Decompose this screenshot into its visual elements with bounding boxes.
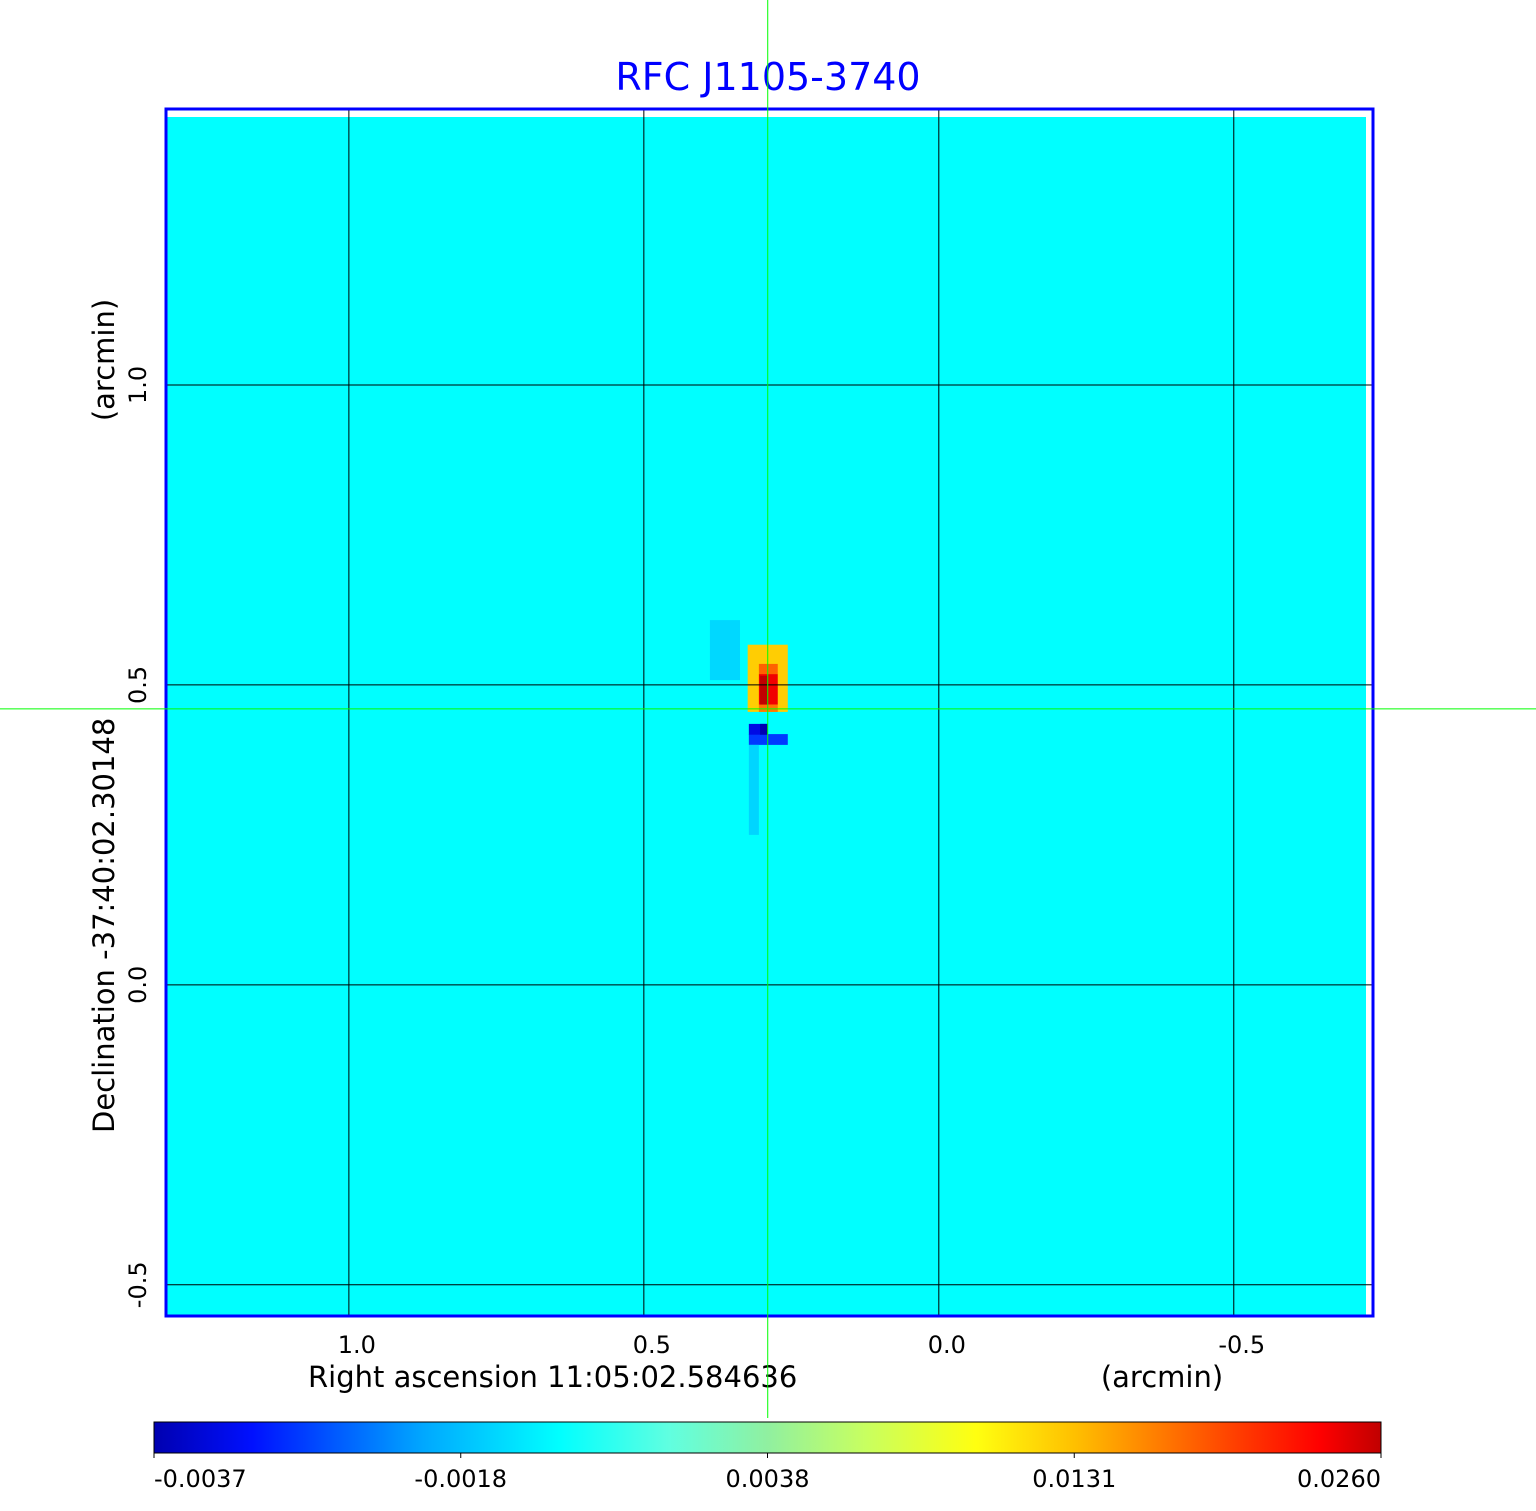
coordinate-grid (166, 109, 1373, 1316)
y-tick-label: 0.5 (124, 666, 152, 704)
source-pixel (748, 723, 768, 735)
colorbar (153, 1421, 1382, 1454)
y-axis-label: Declination -37:40:02.30148 (87, 718, 121, 1133)
y-tick-labels: 1.0 0.5 0.0 -0.5 (124, 366, 152, 1308)
source-pixel (760, 723, 768, 735)
crosshair (0, 0, 1536, 1418)
x-tick-label: 1.0 (338, 1331, 376, 1359)
plot-frame (164, 107, 1375, 1318)
source-pixel (758, 704, 778, 712)
x-tick-labels: 1.0 0.5 0.0 -0.5 (338, 1331, 1265, 1359)
source-pixel (748, 744, 759, 835)
source-features (709, 620, 788, 835)
colorbar-tick-label: 0.0260 (1297, 1465, 1381, 1493)
colorbar-tick-label: 0.0131 (1032, 1465, 1116, 1493)
source-pixel (709, 620, 741, 681)
x-tick-label: 0.0 (928, 1331, 966, 1359)
colorbar-tick-label: 0.0038 (726, 1465, 810, 1493)
colorbar-tick-label: -0.0037 (154, 1465, 247, 1493)
x-axis-label: Right ascension 11:05:02.584636 (308, 1360, 797, 1394)
source-pixel (760, 675, 768, 705)
source-pixel (748, 734, 788, 745)
y-tick-label: 0.0 (124, 966, 152, 1004)
x-axis-unit: (arcmin) (1101, 1360, 1223, 1394)
y-axis-unit: (arcmin) (87, 299, 121, 421)
image-background (167, 117, 1366, 1315)
colorbar-ticks: -0.0037 -0.0018 0.0038 0.0131 0.0260 (153, 1453, 1382, 1493)
y-tick-label: -0.5 (124, 1261, 152, 1308)
x-tick-label: -0.5 (1218, 1331, 1265, 1359)
y-tick-label: 1.0 (124, 366, 152, 404)
source-pixel (758, 663, 778, 675)
colorbar-tick-label: -0.0018 (414, 1465, 507, 1493)
x-tick-label: 0.5 (633, 1331, 671, 1359)
